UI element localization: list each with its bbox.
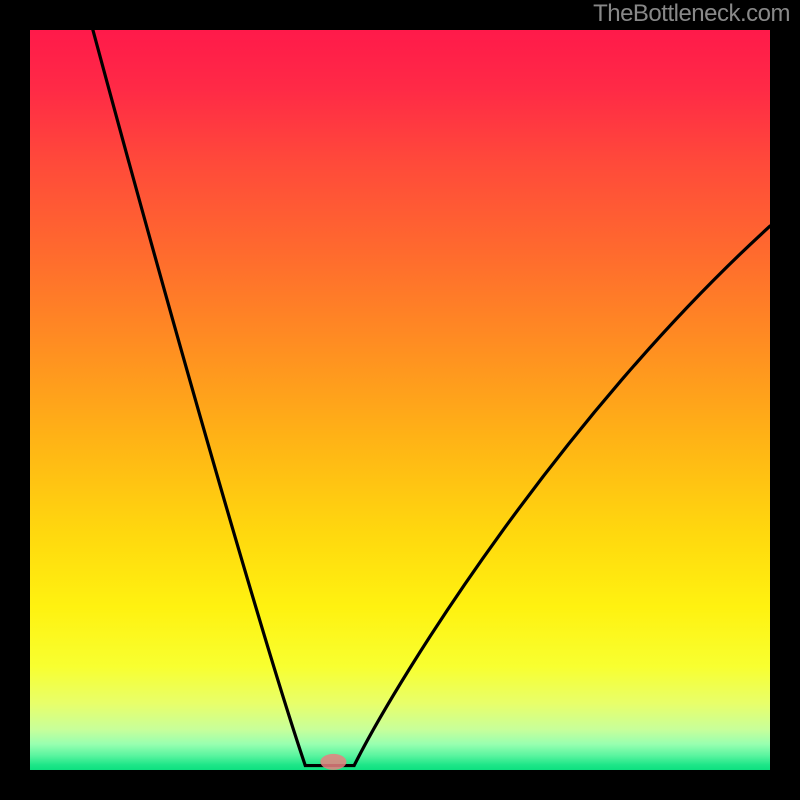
watermark-text: TheBottleneck.com xyxy=(593,0,790,28)
bottleneck-curve xyxy=(30,30,770,770)
optimal-marker xyxy=(320,754,346,770)
plot-area xyxy=(30,30,770,770)
curve-path xyxy=(93,30,770,766)
